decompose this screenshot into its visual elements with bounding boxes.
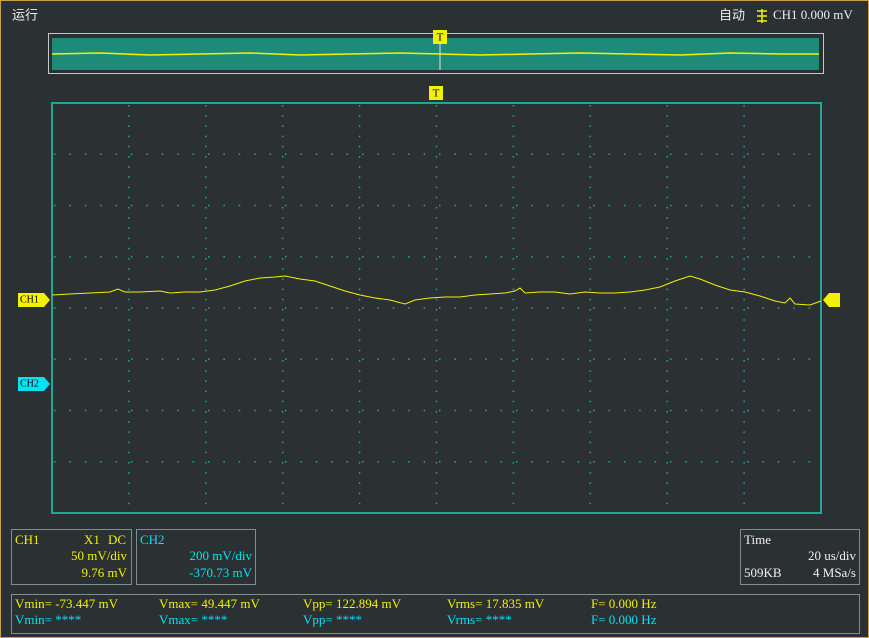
measurement: Vrms= ****: [447, 612, 512, 627]
ch1-box: [11, 529, 132, 585]
time-label: Time: [744, 532, 771, 547]
trigger-marker-top: [433, 30, 447, 44]
ch2-name: CH2: [140, 532, 165, 547]
memory-depth: 509KB: [744, 565, 782, 580]
measurement: Vpp= 122.894 mV: [303, 596, 402, 611]
ch1-offset: 9.76 mV: [82, 565, 128, 580]
measurement-box: [11, 594, 860, 634]
ch2-marker: [18, 377, 50, 391]
measurement: F= 0.000 Hz: [591, 596, 657, 611]
ch1-trace: [51, 275, 822, 306]
ch1-scale: 50 mV/div: [71, 548, 127, 563]
ch2-marker-label: CH2: [20, 378, 39, 389]
ch1-marker-label: CH1: [20, 294, 39, 305]
trigger-readout: CH1 0.000 mV: [773, 7, 853, 22]
trigger-level-marker: [823, 293, 840, 307]
measurement: Vpp= ****: [303, 612, 362, 627]
ch2-box: [136, 529, 256, 585]
time-scale: 20 us/div: [808, 548, 857, 563]
trigger-marker-top-label: T: [437, 32, 444, 44]
ch2-scale: 200 mV/div: [190, 548, 253, 563]
ch1-name: CH1: [15, 532, 40, 547]
graticule-frame: [51, 102, 822, 514]
time-box: [740, 529, 860, 585]
ch1-coupling: DC: [108, 532, 126, 547]
run-status: 运行: [12, 9, 38, 24]
sample-rate: 4 MSa/s: [813, 565, 856, 580]
measurement: Vmin= ****: [15, 612, 81, 627]
measurement: Vmax= ****: [159, 612, 227, 627]
ch1-probe: X1: [84, 532, 100, 547]
trigger-marker-main-label: T: [433, 88, 440, 100]
measurements: Vmin= -73.447 mV Vmax= 49.447 mV Vpp= 122.…: [15, 596, 657, 627]
trigger-mode: 自动: [719, 9, 745, 24]
trigger-icon: [757, 9, 767, 23]
ch1-marker: [18, 293, 50, 307]
measurement: Vmin= -73.447 mV: [15, 596, 119, 611]
measurement: Vrms= 17.835 mV: [447, 596, 545, 611]
measurement: F= 0.000 Hz: [591, 612, 657, 627]
ch2-offset: -370.73 mV: [189, 565, 252, 580]
trigger-marker-main: [429, 86, 443, 100]
measurement: Vmax= 49.447 mV: [159, 596, 260, 611]
